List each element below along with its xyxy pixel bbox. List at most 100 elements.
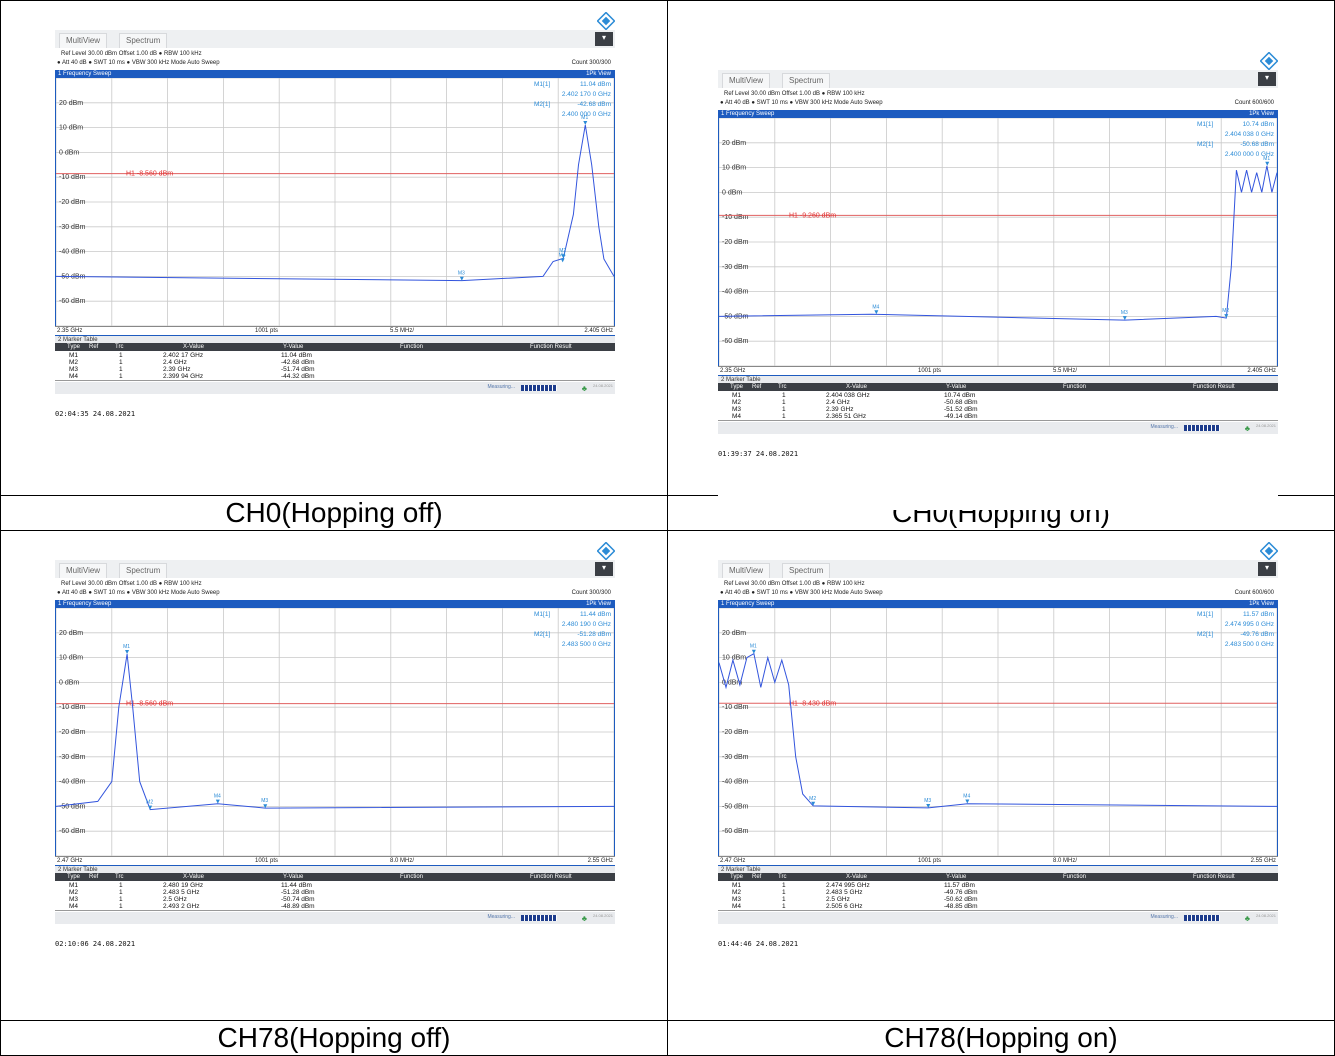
x-axis-labels: 2.35 GHz 1001 pts 5.5 MHz/2.405 GHz bbox=[55, 326, 615, 336]
marker-y-value: -49.76 dBm bbox=[944, 889, 978, 896]
tab-spectrum[interactable]: Spectrum bbox=[782, 563, 831, 578]
marker-x-value: 2.39 GHz bbox=[163, 366, 191, 373]
marker-y-value: -49.14 dBm bbox=[944, 413, 978, 420]
network-status-icon: ♣ bbox=[1244, 424, 1250, 433]
marker-trace: 1 bbox=[782, 399, 786, 406]
menu-toggle-button[interactable]: ▾ bbox=[1258, 562, 1276, 576]
settings-header: Ref Level 30.00 dBm Offset 1.00 dB ● RBW… bbox=[718, 580, 1278, 600]
marker-label: M2 bbox=[1222, 308, 1229, 314]
status-date: 24.08.2021 bbox=[592, 383, 613, 388]
threshold-label: H1 -8.560 dBm bbox=[126, 171, 173, 178]
column-header: Y-Value bbox=[946, 874, 967, 880]
marker-table-title: 2 Marker Table bbox=[718, 375, 1278, 383]
marker-point bbox=[811, 801, 816, 806]
marker-y-value: -51.28 dBm bbox=[281, 889, 315, 896]
marker-label: M1 bbox=[581, 115, 588, 121]
menu-toggle-button[interactable]: ▾ bbox=[595, 562, 613, 576]
marker-y-value: -48.85 dBm bbox=[944, 903, 978, 910]
tab-multiview[interactable]: MultiView bbox=[59, 563, 108, 578]
tab-spectrum[interactable]: Spectrum bbox=[782, 73, 831, 88]
marker-y-value: -48.89 dBm bbox=[281, 903, 315, 910]
marker-label: M2 bbox=[146, 800, 153, 806]
column-header: Y-Value bbox=[283, 874, 304, 880]
ref-level: Ref Level 30.00 dBm bbox=[724, 581, 781, 587]
marker-table-row: M4 1 2.505 6 GHz -48.85 dBm bbox=[718, 903, 1278, 910]
marker-type: M3 bbox=[732, 406, 742, 413]
y-tick-label: -60 dBm bbox=[722, 338, 749, 345]
marker-type: M2 bbox=[732, 889, 742, 896]
trace-view-label: 1Pk View bbox=[1249, 601, 1274, 607]
marker-x-value: 2.483 5 GHz bbox=[163, 889, 200, 896]
marker-y-value: -51.52 dBm bbox=[944, 406, 978, 413]
vbw-value: VBW 300 kHz bbox=[794, 590, 833, 596]
rbw-value: RBW 100 kHz bbox=[163, 581, 202, 587]
marker-trace: 1 bbox=[119, 896, 123, 903]
spectrum-plot-svg: 20 dBm 10 dBm 0 dBm -10 dBm -20 dBm -30 dBm -4… bbox=[719, 608, 1277, 856]
ref-level: Ref Level 30.00 dBm bbox=[61, 51, 118, 57]
marker-readout: 2.483 500 0 GHz bbox=[1225, 641, 1274, 648]
ref-level: Ref Level 30.00 dBm bbox=[724, 91, 781, 97]
rbw-value: RBW 100 kHz bbox=[826, 581, 865, 587]
column-header: Ref bbox=[752, 874, 762, 880]
x-axis-labels: 2.47 GHz 1001 pts 8.0 MHz/2.55 GHz bbox=[718, 856, 1278, 866]
y-tick-label: -40 dBm bbox=[59, 249, 86, 256]
marker-readout: 2.400 000 0 GHz bbox=[562, 111, 611, 118]
y-tick-label: -10 dBm bbox=[722, 704, 749, 711]
marker-x-value: 2.5 GHz bbox=[163, 896, 187, 903]
vbw-value: VBW 300 kHz bbox=[131, 60, 170, 66]
marker-label: M1 bbox=[123, 644, 130, 650]
marker-label: M1 bbox=[1263, 156, 1270, 162]
tab-spectrum[interactable]: Spectrum bbox=[119, 33, 168, 48]
marker-table-title: 2 Marker Table bbox=[55, 335, 615, 343]
column-header: Type bbox=[67, 874, 81, 880]
marker-trace: 1 bbox=[782, 903, 786, 910]
marker-readout: M1[1] bbox=[1197, 121, 1213, 128]
threshold-label: H1 -8.560 dBm bbox=[126, 701, 173, 708]
points-label: 1001 pts bbox=[255, 858, 279, 864]
tab-bar: MultiView Spectrum ▾ bbox=[718, 560, 1278, 578]
tab-multiview[interactable]: MultiView bbox=[722, 563, 771, 578]
marker-readout: -51.28 dBm bbox=[577, 631, 611, 638]
rbw-value: RBW 100 kHz bbox=[163, 51, 202, 57]
y-tick-label: -40 dBm bbox=[722, 779, 749, 786]
tab-multiview[interactable]: MultiView bbox=[59, 33, 108, 48]
marker-readout: 2.480 190 0 GHz bbox=[562, 621, 611, 628]
marker-table-row: M2 1 2.4 GHz -42.68 dBm bbox=[55, 359, 615, 366]
tab-multiview[interactable]: MultiView bbox=[722, 73, 771, 88]
frequency-sweep-titlebar: 1 Frequency Sweep 1Pk View bbox=[718, 110, 1278, 118]
settings-line-2: ● Att 40 dB ● SWT 10 ms ● VBW 300 kHz Mo… bbox=[720, 100, 883, 106]
marker-table-row: M1 1 2.402 17 GHz 11.04 dBm bbox=[55, 352, 615, 359]
marker-label: M4 bbox=[214, 794, 221, 800]
spectrum-plot: 20 dBm 10 dBm 0 dBm -10 dBm -20 dBm -30 dBm -4… bbox=[55, 608, 615, 856]
marker-point bbox=[263, 804, 268, 809]
measuring-status: Measuring... bbox=[1150, 424, 1178, 430]
caption-4: CH78(Hopping on) bbox=[667, 1020, 1335, 1056]
marker-y-value: -50.62 dBm bbox=[944, 896, 978, 903]
y-tick-label: 10 dBm bbox=[722, 165, 746, 172]
settings-line-2: ● Att 40 dB ● SWT 10 ms ● VBW 300 kHz Mo… bbox=[57, 590, 220, 596]
spectrum-plot-svg: 20 dBm 10 dBm 0 dBm -10 dBm -20 dBm -30 dBm -4… bbox=[719, 118, 1277, 366]
y-tick-label: -30 dBm bbox=[722, 264, 749, 271]
settings-line-1: Ref Level 30.00 dBm Offset 1.00 dB ● RBW… bbox=[61, 581, 202, 587]
marker-point bbox=[561, 254, 566, 259]
marker-label: M2 bbox=[559, 248, 566, 254]
sweep-count: Count 600/600 bbox=[1234, 100, 1274, 106]
rbw-value: RBW 100 kHz bbox=[826, 91, 865, 97]
marker-x-value: 2.480 19 GHz bbox=[163, 882, 204, 889]
column-header: X-Value bbox=[846, 874, 867, 880]
marker-table-row: M3 1 2.39 GHz -51.52 dBm bbox=[718, 406, 1278, 413]
rohde-schwarz-logo-icon bbox=[596, 11, 616, 31]
caption-1: CH0(Hopping off) bbox=[0, 495, 668, 531]
mode-value: Mode Auto Sweep bbox=[170, 60, 220, 66]
y-tick-label: -20 dBm bbox=[59, 729, 86, 736]
menu-toggle-button[interactable]: ▾ bbox=[1258, 72, 1276, 86]
menu-toggle-button[interactable]: ▾ bbox=[595, 32, 613, 46]
marker-table-row: M1 1 2.404 038 GHz 10.74 dBm bbox=[718, 392, 1278, 399]
tab-spectrum[interactable]: Spectrum bbox=[119, 563, 168, 578]
marker-point bbox=[560, 258, 565, 263]
column-header: Trc bbox=[778, 874, 787, 880]
y-tick-label: 0 dBm bbox=[59, 149, 79, 156]
column-header: X-Value bbox=[183, 344, 204, 350]
marker-type: M3 bbox=[69, 896, 79, 903]
column-header: Trc bbox=[115, 344, 124, 350]
